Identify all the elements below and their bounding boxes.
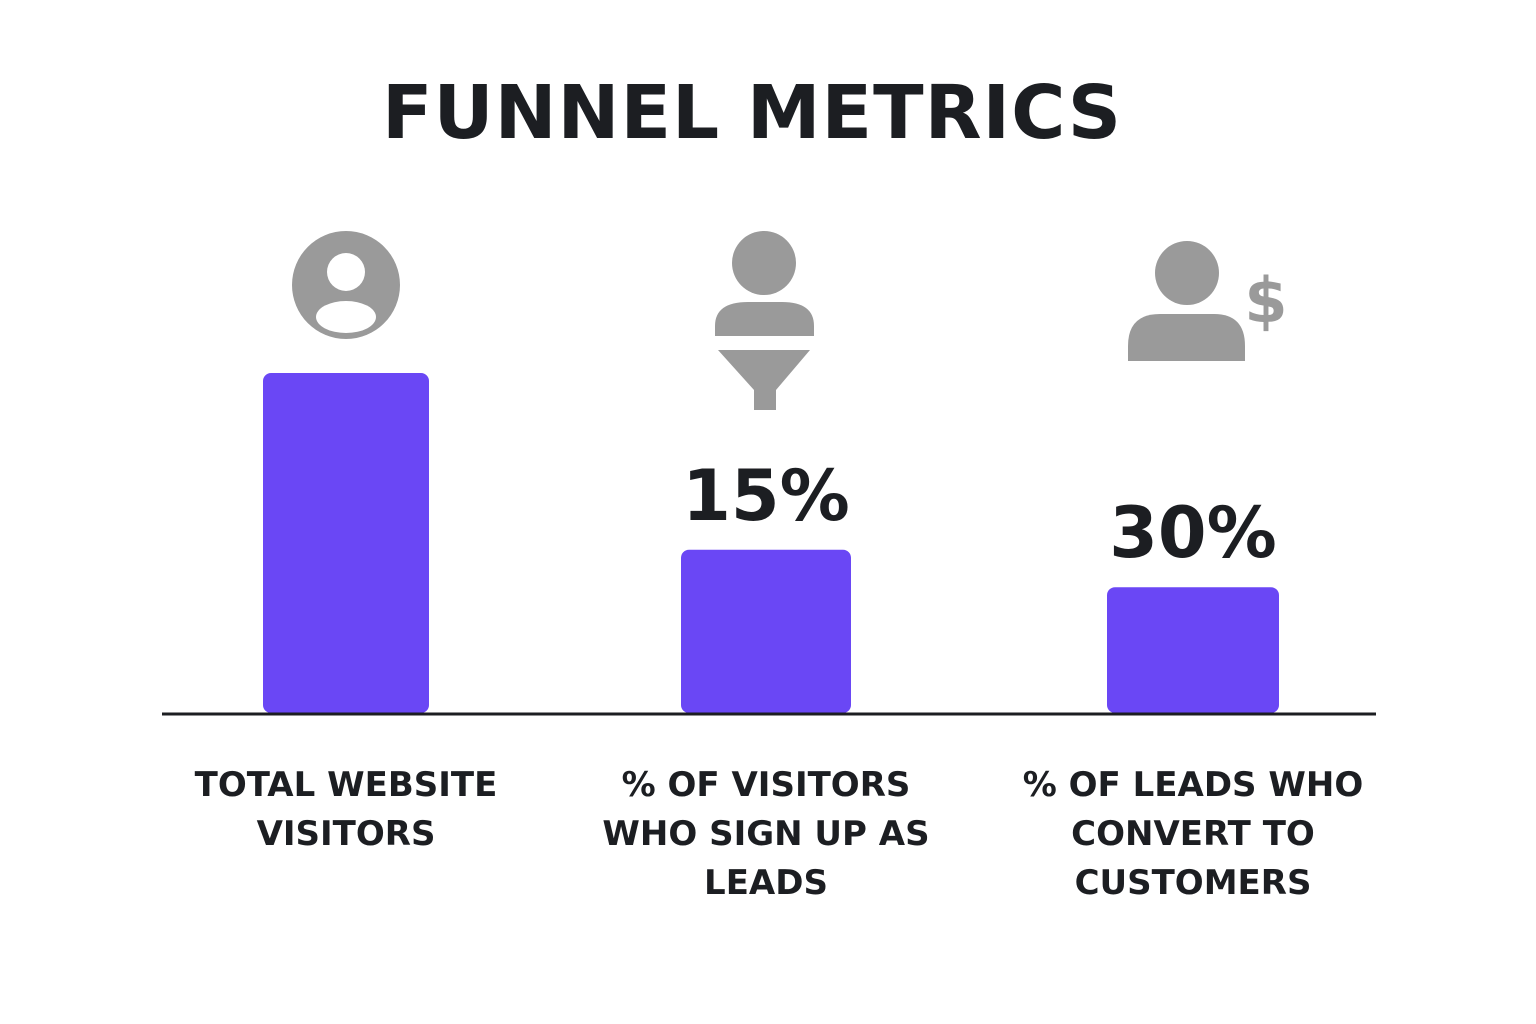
dollar-icon: $	[1244, 264, 1287, 337]
bar-1	[263, 373, 429, 713]
category-label-1: TOTAL WEBSITE VISITORS	[195, 765, 498, 854]
user-dollar-icon: $	[1128, 241, 1288, 361]
bar-2	[681, 549, 851, 713]
user-circle-icon	[292, 231, 400, 339]
category-label-2: % OF VISITORS WHO SIGN UP AS LEADS	[602, 765, 929, 903]
bar-3	[1107, 587, 1279, 713]
value-label-2: 15%	[682, 455, 850, 537]
user-funnel-icon	[715, 231, 814, 410]
category-label-3: % OF LEADS WHO CONVERT TO CUSTOMERS	[1023, 765, 1363, 903]
chart-title: FUNNEL METRICS	[382, 70, 1122, 156]
value-label-3: 30%	[1109, 492, 1277, 574]
